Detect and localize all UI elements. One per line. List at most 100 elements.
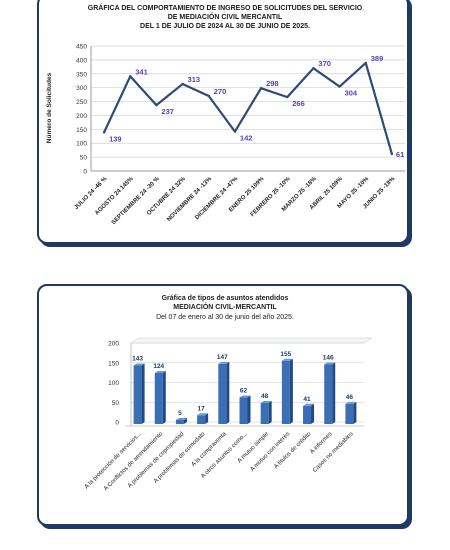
y-tick-label: 300 (76, 85, 87, 92)
data-point (181, 82, 184, 86)
x-tick-label: SEPTIEMBRE 24 -30 % (111, 176, 161, 226)
data-label: 237 (161, 107, 174, 116)
chart-title-line: DE MEDIACIÓN CIVIL MERCANTIL (168, 12, 283, 21)
data-label: 147 (217, 354, 228, 361)
series-line (103, 61, 393, 155)
data-label: 62 (240, 388, 248, 395)
y-tick-label: 100 (108, 380, 119, 387)
bar-side (353, 401, 357, 424)
y-tick-label: 150 (76, 127, 87, 134)
bar-side (268, 401, 272, 424)
chart-back-top (130, 337, 373, 344)
bar-chart-card: Gráfica de tipos de asuntos atendidos MED… (37, 284, 409, 526)
data-label: 61 (396, 150, 404, 159)
data-label: 143 (132, 356, 143, 363)
data-label: 17 (198, 405, 206, 412)
bar (260, 403, 269, 424)
line-chart-card: GRÁFICA DEL COMPORTAMIENTO DE INGRESO DE… (37, 0, 409, 244)
x-tick-label: Casos no mediables (312, 431, 355, 474)
x-tick-label: DICIEMBRE 24 -47% (194, 176, 240, 222)
data-label: 146 (323, 354, 334, 361)
x-tick-label: NOVIEMBRE 24 -13% (166, 176, 213, 223)
bar-side (289, 358, 293, 424)
bar-side (311, 403, 315, 424)
data-point (286, 95, 289, 99)
chart-title-line: DEL 1 DE JULIO DE 2024 AL 30 DE JUNIO DE… (140, 23, 310, 30)
bar-top (345, 401, 357, 404)
bar-top (239, 395, 251, 398)
data-point (233, 130, 237, 133)
y-tick-label: 200 (76, 113, 87, 120)
chart-title-line: Del 07 de enero al 30 de junio del año 2… (156, 314, 294, 321)
bar-side (141, 363, 145, 424)
chart-title-line: Gráfica de tipos de asuntos atendidos (162, 295, 289, 302)
data-point (390, 152, 394, 156)
data-label: 124 (153, 363, 164, 370)
y-tick-label: 50 (80, 155, 88, 162)
bar (218, 363, 227, 424)
data-label: 298 (266, 79, 279, 88)
bar-chart: Gráfica de tipos de asuntos atendidosMED… (84, 295, 373, 492)
data-point (155, 103, 158, 107)
y-tick-label: 250 (76, 99, 87, 106)
data-label: 270 (214, 87, 227, 96)
data-label: 266 (292, 99, 305, 108)
bar-side (332, 362, 336, 424)
bar (239, 397, 248, 424)
bar-top (260, 401, 272, 404)
bar-top (197, 413, 209, 416)
bar (324, 364, 333, 424)
data-label: 370 (318, 59, 331, 68)
bar (281, 360, 290, 424)
data-label: 341 (135, 67, 148, 76)
y-tick-label: 0 (115, 420, 119, 427)
data-label: 139 (109, 134, 122, 143)
y-tick-label: 100 (76, 141, 87, 148)
bar (197, 415, 206, 424)
data-label: 5 (178, 410, 182, 417)
data-point (364, 61, 367, 65)
y-axis-label: Número de Solicitudes (46, 72, 53, 143)
data-point (338, 85, 341, 88)
line-chart: GRÁFICA DEL COMPORTAMIENTO DE INGRESO DE… (46, 3, 405, 226)
data-label: 155 (280, 351, 291, 358)
data-point (129, 75, 132, 78)
bar-top (154, 371, 166, 374)
bar (133, 365, 142, 424)
bar-side (226, 361, 230, 424)
y-tick-label: 200 (108, 341, 119, 348)
bar (303, 405, 312, 424)
data-point (259, 87, 263, 90)
x-tick-label: A títulos de crédito (273, 431, 313, 471)
bar-side (183, 418, 187, 424)
y-tick-label: 150 (108, 360, 119, 367)
chart-title-line: MEDIACIÓN CIVIL-MERCANTIL (173, 302, 277, 311)
data-point (207, 94, 210, 98)
bar-side (162, 371, 166, 424)
x-tick-label: A mutuo con interés (250, 431, 292, 473)
bar-top (218, 361, 230, 364)
y-tick-label: 350 (76, 71, 87, 78)
data-label: 304 (345, 89, 358, 98)
y-tick-label: 50 (112, 400, 120, 407)
bar (175, 420, 184, 424)
data-label: 41 (303, 396, 311, 403)
data-label: 389 (371, 54, 384, 63)
bar-side (247, 395, 251, 424)
bar-top (281, 358, 293, 361)
data-point (312, 67, 315, 70)
y-tick-label: 0 (83, 169, 87, 176)
bar-top (133, 363, 145, 366)
bar-top (303, 403, 315, 406)
bar-top (175, 418, 187, 421)
bar (154, 373, 163, 424)
data-label: 48 (261, 393, 269, 400)
bar (345, 403, 354, 424)
data-point (102, 131, 106, 134)
bar-top (324, 362, 336, 365)
bar-side (205, 413, 209, 424)
data-label: 142 (240, 134, 253, 143)
chart-title-line: GRÁFICA DEL COMPORTAMIENTO DE INGRESO DE… (88, 3, 363, 12)
y-tick-label: 400 (76, 57, 87, 64)
y-tick-label: 450 (76, 44, 87, 51)
